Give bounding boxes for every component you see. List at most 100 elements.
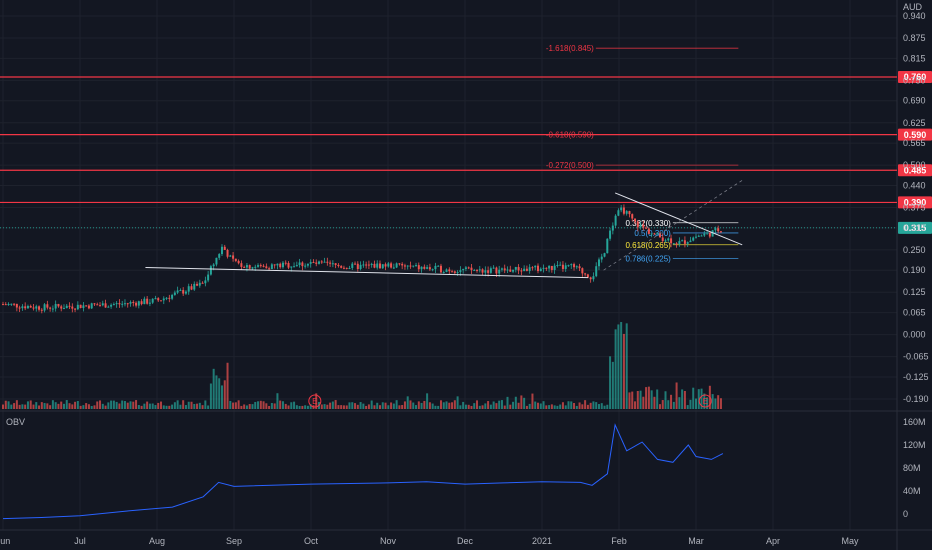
candle-body	[428, 267, 431, 270]
volume-bar	[342, 405, 345, 409]
candle-body	[689, 240, 692, 243]
obv-indicator-pane[interactable]: OBV 160M 120M 80M 40M 0	[2, 417, 926, 520]
candle-body	[254, 266, 257, 268]
price-axis[interactable]: AUD0.9400.8750.8150.7500.6900.6250.5650.…	[903, 2, 929, 404]
volume-bar	[409, 400, 412, 409]
candle-body	[561, 264, 564, 269]
candle-body	[476, 269, 479, 271]
volume-bar	[93, 405, 96, 409]
fib-level-label: -0.618(0.590)	[546, 131, 594, 140]
time-axis[interactable]: Jun Jul Aug Sep Oct Nov Dec 2021 Feb Mar Apr May	[0, 536, 859, 546]
candle-body	[620, 207, 623, 211]
candle-body	[160, 300, 163, 302]
candle-body	[600, 256, 603, 260]
earnings-marker	[698, 394, 712, 408]
volume-bar	[387, 405, 390, 409]
candle-body	[597, 259, 600, 267]
volume-bar	[32, 404, 35, 409]
candle-body	[525, 268, 528, 271]
candle-body	[135, 302, 138, 306]
level-tag-label: 0.390	[904, 198, 927, 208]
volume-bar	[570, 401, 573, 409]
price-axis-tick: 0.375	[903, 203, 926, 213]
volume-bar	[281, 401, 284, 409]
candle-body	[184, 291, 187, 294]
candle-body	[68, 305, 71, 307]
candle-body	[215, 257, 218, 265]
candle-body	[639, 224, 642, 228]
volume-bar	[683, 390, 686, 409]
descending-trendline	[614, 192, 743, 246]
volume-bar	[29, 400, 32, 409]
candle-body	[431, 269, 434, 271]
candle-body	[492, 267, 495, 269]
volume-bar	[645, 387, 648, 409]
volume-bar	[556, 405, 559, 409]
volume-bar	[82, 405, 85, 409]
trend-drawings[interactable]	[145, 180, 743, 279]
volume-bar	[592, 401, 595, 409]
candle-body	[603, 253, 606, 257]
candle-body	[717, 228, 720, 232]
volume-bar	[18, 404, 21, 409]
volume-bar	[620, 322, 623, 409]
candle-body	[345, 267, 348, 269]
candle-body	[193, 283, 196, 290]
candle-body	[556, 264, 559, 266]
candlesticks	[2, 204, 722, 314]
level-tag	[898, 71, 932, 84]
candle-body	[112, 304, 115, 306]
volume-bar	[431, 403, 434, 409]
candle-body	[18, 307, 21, 309]
candle-body	[653, 233, 656, 235]
price-axis-tick: -0.065	[903, 352, 929, 362]
fib-retracement[interactable]: -1.618(0.845) -0.618(0.590) -0.272(0.500) 0…	[546, 44, 739, 263]
candle-body	[209, 266, 212, 275]
volume-bar	[434, 405, 437, 409]
candle-body	[614, 215, 617, 226]
candle-body	[642, 224, 645, 228]
volume-bar	[220, 385, 223, 409]
volume-bar	[581, 404, 584, 409]
candle-body	[625, 211, 628, 214]
candle-body	[129, 302, 132, 304]
candle-body	[392, 267, 395, 269]
candle-body	[49, 307, 52, 309]
candle-body	[362, 264, 365, 266]
candle-body	[157, 298, 160, 301]
candle-body	[168, 297, 171, 299]
fib-level-label: 0.5(0.300)	[634, 229, 671, 238]
earnings-marker-label: E	[703, 397, 708, 406]
candle-body	[273, 264, 276, 266]
volume-bar	[509, 404, 512, 409]
volume-bar	[367, 404, 370, 409]
candle-body	[240, 263, 243, 267]
candle-body	[60, 306, 63, 309]
volume-bar	[689, 399, 692, 409]
horizontal-levels[interactable]: 0.760 0.590 0.485 0.390 0.315	[0, 71, 932, 234]
candle-body	[85, 305, 88, 307]
volume-bar	[470, 405, 473, 409]
volume-bar	[304, 405, 307, 409]
candle-body	[104, 303, 107, 308]
price-axis-tick: 0.315	[903, 223, 926, 233]
candle-body	[87, 305, 90, 309]
volume-bar	[378, 405, 381, 409]
volume-bar	[539, 403, 542, 409]
candle-body	[656, 233, 659, 235]
candle-body	[24, 306, 27, 309]
level-tag-label: 0.760	[904, 72, 927, 82]
candle-body	[650, 233, 653, 235]
volume-bar	[528, 403, 531, 409]
candle-body	[611, 225, 614, 231]
candle-body	[10, 303, 13, 305]
volume-bar	[631, 391, 634, 409]
volume-bar	[584, 400, 587, 409]
volume-bar	[636, 390, 639, 409]
volume-bar	[270, 403, 273, 409]
volume-bar	[561, 402, 564, 409]
candle-body	[268, 268, 271, 270]
volume-bar	[38, 405, 41, 409]
